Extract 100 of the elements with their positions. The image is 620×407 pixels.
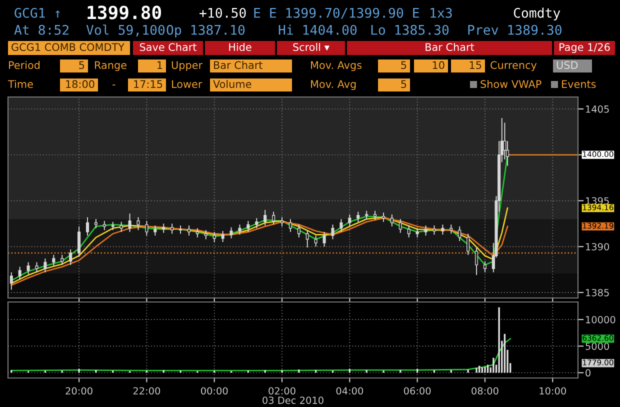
candlestick <box>102 220 106 231</box>
y-tick-label: 5000 <box>586 342 610 350</box>
text: 1399.80 <box>88 6 162 20</box>
candlestick <box>18 266 22 280</box>
candlestick <box>390 214 394 227</box>
text: Hi 1404.00 <box>278 24 357 35</box>
candlestick <box>69 248 72 266</box>
x-tick-label: 10:00 <box>540 387 566 395</box>
text: Op 1387.10 <box>166 24 245 38</box>
candlestick <box>466 233 470 256</box>
candlestick <box>272 211 276 226</box>
candlestick <box>348 214 352 227</box>
candlestick <box>340 218 343 232</box>
candlestick <box>288 218 292 232</box>
candlestick <box>374 210 377 220</box>
candlestick <box>264 209 267 226</box>
text: Mov. Avgs <box>311 61 362 72</box>
candlestick <box>450 224 453 234</box>
candlestick <box>306 230 309 248</box>
candlestick <box>297 224 300 238</box>
candlestick <box>483 260 487 273</box>
candlestick <box>407 225 410 238</box>
x-tick-label: 02:00 <box>268 387 296 395</box>
text: Time <box>8 80 33 88</box>
x-tick-label: 22:00 <box>133 387 160 395</box>
candlestick <box>136 216 140 231</box>
text: Prev 1389.30 <box>468 24 562 35</box>
text: 1 <box>158 61 162 69</box>
text: 5 <box>401 61 406 70</box>
candlestick <box>246 220 250 232</box>
text: Show VWAP <box>480 80 542 88</box>
text: +10.50 <box>200 8 246 18</box>
candlestick <box>230 226 233 239</box>
text: Bar Chart <box>426 42 474 52</box>
candlestick <box>331 224 334 240</box>
text: Upper <box>172 61 203 72</box>
text: 15 <box>470 61 482 70</box>
text: Hide <box>229 42 252 52</box>
text: Save Chart <box>140 42 196 52</box>
x-tick-label: 04:00 <box>336 387 364 395</box>
candlestick <box>44 258 47 273</box>
y-tick-label: 1405 <box>586 105 609 113</box>
candlestick <box>441 224 444 236</box>
candlestick <box>432 225 436 236</box>
candlestick <box>212 231 216 242</box>
text: 5 <box>79 61 84 70</box>
candlestick <box>474 247 478 276</box>
candlestick <box>52 254 56 266</box>
text: Comdty <box>514 8 560 20</box>
candlestick <box>10 272 13 290</box>
candlestick <box>60 254 64 266</box>
candlestick <box>382 212 386 222</box>
text: Vol 59,100 <box>86 24 165 37</box>
text: Scroll ▾ <box>293 42 330 52</box>
candlestick <box>416 228 419 238</box>
text: Volume <box>213 80 252 88</box>
y-tick-label: 0 <box>586 369 590 377</box>
candlestick <box>238 224 242 236</box>
text: GCG1 ↑ <box>14 8 60 18</box>
text: 1x3 <box>430 8 452 18</box>
text: Lo 1385.30 <box>371 24 449 35</box>
candlestick <box>196 228 199 238</box>
text: USD <box>556 61 578 70</box>
candlestick <box>314 235 318 248</box>
text: Period <box>9 60 40 70</box>
candlestick <box>35 262 38 273</box>
candlestick <box>128 213 132 232</box>
candlestick <box>356 211 360 222</box>
y-tick-label: 10000 <box>586 316 616 324</box>
text: 10 <box>432 61 444 70</box>
x-tick-label: 08:00 <box>472 387 498 395</box>
text: Lower <box>172 80 202 88</box>
y-tick-label: 1390 <box>586 243 610 250</box>
candlestick <box>94 218 98 229</box>
text: 18:00 <box>66 80 94 88</box>
candlestick <box>280 216 284 227</box>
candlestick <box>322 231 326 248</box>
candlestick <box>187 225 191 236</box>
text: Events <box>562 80 596 88</box>
text: At 8:52 <box>14 24 68 35</box>
x-tick-label: 06:00 <box>404 387 431 395</box>
text: Range <box>95 61 126 72</box>
line-series <box>10 338 512 372</box>
text: Page 1/26 <box>560 43 610 54</box>
candlestick <box>86 216 90 236</box>
text: - <box>112 84 116 86</box>
candlestick <box>170 223 174 234</box>
candlestick <box>78 226 81 258</box>
candlestick <box>255 218 258 229</box>
candlestick <box>120 221 123 232</box>
text: 5 <box>401 80 406 88</box>
text: GCG1 COMB COMDTY <box>12 43 124 52</box>
candlestick <box>221 230 224 242</box>
candlestick <box>204 230 208 240</box>
x-tick-label: 00:00 <box>200 387 228 395</box>
x-tick-label: 20:00 <box>66 387 92 395</box>
text: 17:15 <box>134 80 162 88</box>
candlestick <box>458 226 462 242</box>
candlestick <box>424 225 428 236</box>
text: Bar Chart <box>214 60 262 70</box>
